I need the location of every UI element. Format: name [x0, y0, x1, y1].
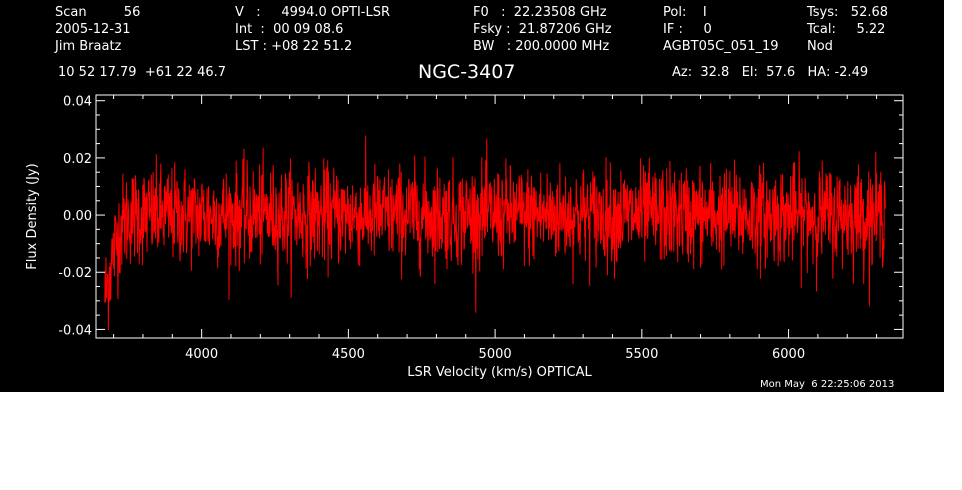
- lst-info: LST : +08 22 51.2: [235, 39, 353, 54]
- az-el-ha: Az: 32.8 El: 57.6 HA: -2.49: [672, 65, 869, 80]
- spectrum-trace: [104, 135, 886, 331]
- source-name: NGC-3407: [418, 61, 516, 83]
- source-coordinates: 10 52 17.79 +61 22 46.7: [58, 65, 227, 80]
- x-axis-label: LSR Velocity (km/s) OPTICAL: [407, 365, 592, 380]
- proc-type: Nod: [807, 39, 833, 54]
- x-tick-label: 4000: [185, 347, 218, 362]
- observer: Jim Braatz: [55, 39, 122, 54]
- project-id: AGBT05C_051_19: [663, 39, 779, 54]
- bandwidth: BW : 200.0000 MHz: [473, 39, 610, 54]
- spectrum-chart: 4000 4500 5000 5500 6000 -0.04 -0.02 0.00 0.02 0.…: [25, 94, 904, 380]
- plot-frame: [95, 94, 904, 339]
- tcal-value: Tcal: 5.22: [807, 22, 886, 37]
- y-tick-label: -0.02: [58, 266, 92, 281]
- y-tick-label: -0.04: [58, 323, 92, 338]
- integration-time: Int : 00 09 08.6: [235, 22, 344, 37]
- scan-number: Scan 56: [55, 5, 141, 20]
- sky-frequency: Fsky : 21.87206 GHz: [473, 22, 612, 37]
- x-tick-label: 5500: [625, 347, 658, 362]
- y-axis-label: Flux Density (Jy): [25, 163, 40, 269]
- x-tick-label: 4500: [332, 347, 365, 362]
- rest-frequency: F0 : 22.23508 GHz: [473, 5, 607, 20]
- if-number: IF : 0: [663, 22, 712, 37]
- x-tick-label: 6000: [772, 347, 805, 362]
- spectrum-line: [104, 135, 886, 331]
- y-tick-label: 0.04: [63, 95, 92, 110]
- chart-axes: [95, 94, 904, 339]
- chart-labels: 4000 4500 5000 5500 6000 -0.04 -0.02 0.00 0.02 0.…: [25, 95, 805, 380]
- obs-date: 2005-12-31: [55, 22, 131, 37]
- plot-timestamp: Mon May 6 22:25:06 2013: [760, 379, 895, 390]
- y-tick-label: 0.00: [63, 209, 92, 224]
- polarization: Pol: I: [663, 5, 707, 20]
- plot-panel: Scan 56 2005-12-31 Jim Braatz V : 4994.0…: [0, 0, 944, 392]
- tsys-value: Tsys: 52.68: [807, 5, 889, 20]
- x-tick-label: 5000: [479, 347, 512, 362]
- y-tick-label: 0.02: [63, 152, 92, 167]
- velocity-info: V : 4994.0 OPTI-LSR: [235, 5, 391, 20]
